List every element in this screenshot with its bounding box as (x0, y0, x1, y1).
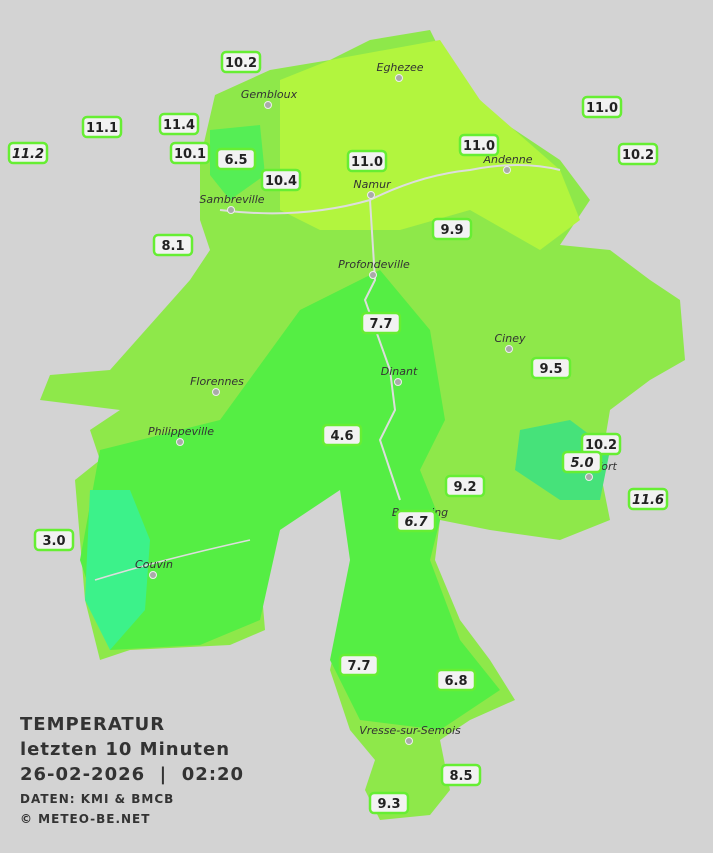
station-box (444, 474, 486, 498)
station-box (581, 95, 623, 119)
city-dot (585, 473, 593, 481)
station-value: 6.8 (444, 674, 467, 689)
station-value: 10.2 (622, 148, 654, 163)
caption: TEMPERATUR letzten 10 Minuten 26-02-2026… (20, 714, 244, 826)
city-label: Gembloux (241, 88, 298, 101)
station-value: 6.7 (404, 515, 428, 530)
period: letzten 10 Minuten (20, 739, 230, 760)
station-value: 11.2 (12, 147, 44, 162)
city-dot (227, 206, 235, 214)
station-box (360, 311, 402, 335)
station-box (152, 233, 194, 257)
station-box (530, 356, 572, 380)
station-box (338, 653, 380, 677)
city-dot (505, 345, 513, 353)
station-value: 11.4 (163, 118, 195, 133)
city-dot (394, 378, 402, 386)
city-dot (367, 191, 375, 199)
station-value: 11.1 (86, 121, 118, 136)
copyright: © METEO-BE.NET (20, 812, 150, 826)
city-label: Dinant (381, 365, 418, 378)
heading: TEMPERATUR (20, 714, 165, 735)
station-box (440, 763, 482, 787)
station-value: 10.1 (174, 147, 206, 162)
station-box (169, 141, 211, 165)
station-box (458, 133, 500, 157)
station-value: 8.5 (449, 769, 472, 784)
city-dot (405, 737, 413, 745)
city-label: Namur (353, 178, 392, 191)
station-box (220, 50, 262, 74)
city-label: Ciney (495, 332, 526, 345)
province-shape (40, 30, 685, 820)
city-label: Andenne (483, 153, 533, 166)
city-label: Florennes (190, 375, 244, 388)
station-value: 5.0 (570, 456, 593, 471)
station-value: 8.1 (161, 239, 184, 254)
station-value: 9.5 (539, 362, 562, 377)
source: DATEN: KMI & BMCB (20, 792, 174, 806)
station-value: 9.9 (440, 223, 463, 238)
station-box (561, 450, 603, 474)
station-box (368, 791, 410, 815)
city-dot (369, 271, 377, 279)
city-dot (149, 571, 157, 579)
city-label: Profondeville (338, 258, 410, 271)
city-dot (176, 438, 184, 446)
stations: 10.2 11.1 11.4 11.2 10.1 6.5 10.4 11.0 11.0 11.0 1… (7, 50, 669, 815)
station-value: 3.0 (42, 534, 65, 549)
station-value: 11.6 (632, 493, 664, 508)
city-dot (395, 74, 403, 82)
city-dot (212, 388, 220, 396)
station-box (321, 423, 363, 447)
station-value: 6.5 (224, 153, 247, 168)
station-box (7, 141, 49, 165)
station-box (627, 487, 669, 511)
station-box (395, 509, 437, 533)
city-label: Vresse-sur-Semois (359, 724, 461, 737)
station-value: 9.3 (377, 797, 400, 812)
city-dot (264, 101, 272, 109)
station-box (617, 142, 659, 166)
city-dot (503, 166, 511, 174)
station-box (215, 147, 257, 171)
city-label: Philippeville (148, 425, 214, 438)
datetime: 26-02-2026 | 02:20 (20, 764, 244, 785)
station-value: 10.2 (585, 438, 617, 453)
city-label: Eghezee (377, 61, 424, 74)
station-box (431, 217, 473, 241)
station-value: 10.2 (225, 56, 257, 71)
station-value: 7.7 (369, 317, 392, 332)
city-label: Couvin (135, 558, 173, 571)
station-box (81, 115, 123, 139)
station-value: 11.0 (463, 139, 495, 154)
station-box (346, 149, 388, 173)
station-value: 4.6 (330, 429, 353, 444)
station-value: 7.7 (347, 659, 370, 674)
station-box (33, 528, 75, 552)
station-value: 11.0 (586, 101, 618, 116)
station-value: 9.2 (453, 480, 476, 495)
station-box (260, 168, 302, 192)
station-box (435, 668, 477, 692)
station-value: 11.0 (351, 155, 383, 170)
city-label: Sambreville (199, 193, 264, 206)
station-box (158, 112, 200, 136)
station-value: 10.4 (265, 174, 297, 189)
